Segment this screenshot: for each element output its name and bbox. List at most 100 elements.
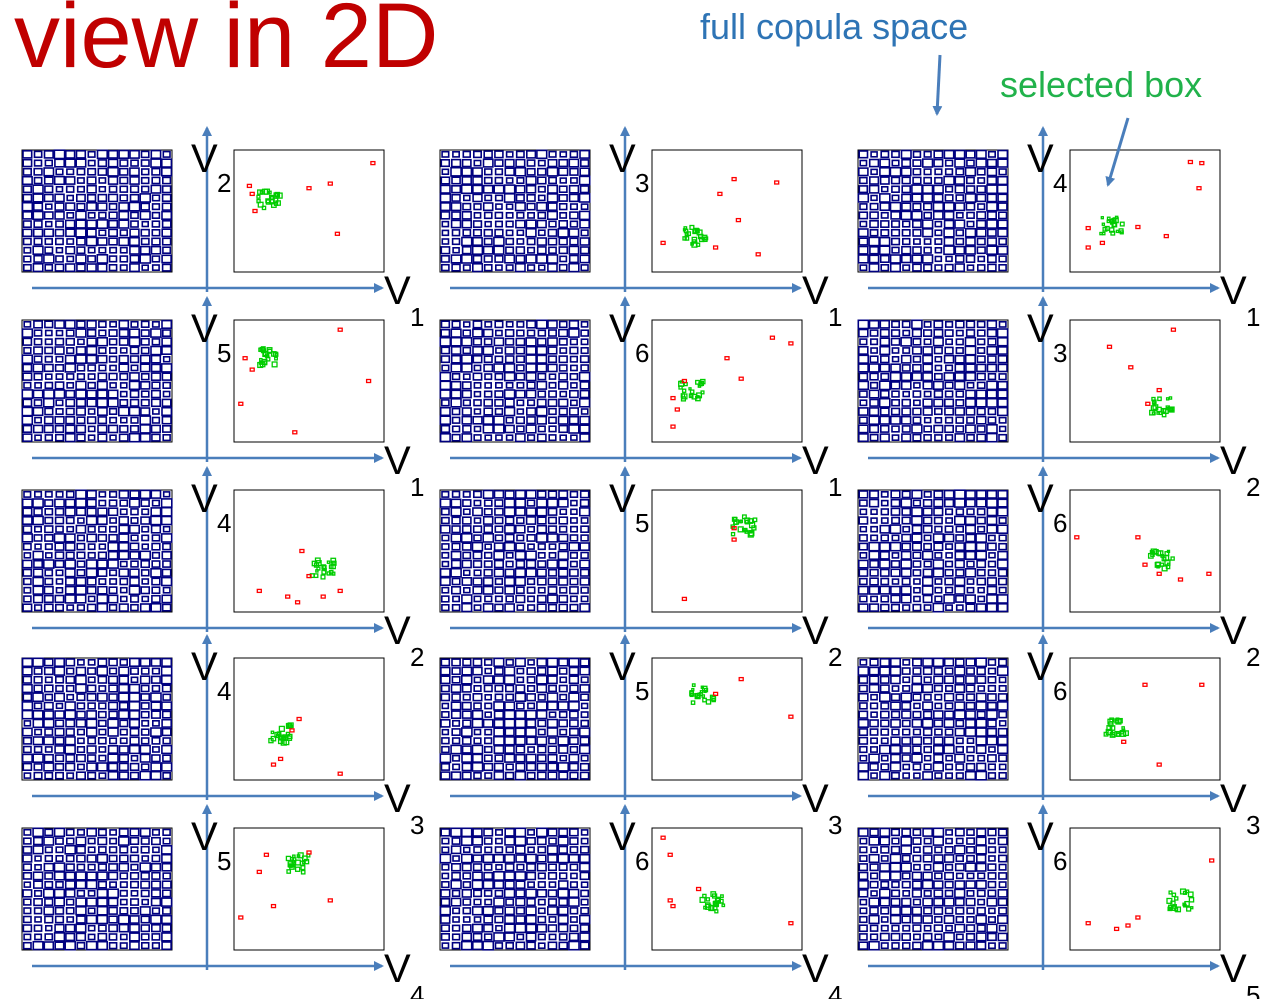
outlier-box <box>731 176 737 182</box>
x-axis-label: V <box>384 777 411 821</box>
x-axis-subscript: 3 <box>1246 810 1260 840</box>
cluster-box <box>1188 897 1195 903</box>
cluster-box <box>684 236 690 241</box>
y-axis-subscript: 6 <box>1053 676 1067 706</box>
cluster-box <box>256 194 261 199</box>
cluster-box <box>1120 730 1127 737</box>
outlier-box <box>724 356 730 361</box>
x-axis-subscript: 2 <box>1246 642 1260 672</box>
x-axis-label: V <box>1220 609 1247 653</box>
outlier-box <box>294 600 301 605</box>
cluster-box <box>681 388 687 393</box>
cluster-box <box>700 390 705 395</box>
cluster-box <box>1099 231 1103 236</box>
cluster-box <box>689 691 695 697</box>
cluster-box <box>1184 900 1190 907</box>
cluster-box <box>688 387 692 391</box>
cluster-box <box>1186 906 1192 912</box>
outlier-box <box>1099 240 1106 246</box>
full-space-plot <box>439 657 591 781</box>
outlier-box <box>670 395 676 401</box>
cluster-box <box>326 560 331 564</box>
outlier-box <box>299 548 305 554</box>
y-axis-label: V <box>609 815 636 859</box>
x-axis-label: V <box>384 439 411 483</box>
outlier-box <box>681 596 688 602</box>
outlier-box <box>238 401 244 406</box>
cluster-box <box>1108 227 1115 233</box>
selected-box-plot <box>1069 827 1221 951</box>
cluster-box <box>328 564 334 570</box>
cluster-box <box>282 735 287 740</box>
full-space-plot <box>439 489 591 613</box>
outlier-box <box>1156 762 1162 767</box>
cluster-box <box>267 190 272 195</box>
cluster-box <box>1147 552 1154 559</box>
outlier-box <box>1199 160 1205 166</box>
cluster-box <box>1157 396 1162 402</box>
cluster-box <box>296 854 301 858</box>
x-axis-subscript: 4 <box>828 980 842 999</box>
cluster-box <box>744 529 749 534</box>
outlier-box <box>337 327 343 332</box>
selected-box-pointer-arrow <box>1105 117 1130 187</box>
cluster-box <box>692 229 698 235</box>
cluster-box <box>688 393 694 399</box>
x-axis-subscript: 5 <box>1246 980 1260 999</box>
selected-box-plot <box>651 489 803 613</box>
cluster-box <box>697 384 702 388</box>
cluster-box <box>713 900 718 905</box>
x-axis-subscript: 2 <box>410 642 424 672</box>
x-axis-label: V <box>384 269 411 313</box>
cluster-box <box>681 393 688 400</box>
cluster-box <box>1100 216 1104 220</box>
cluster-box <box>1165 397 1170 401</box>
outlier-box <box>256 588 262 594</box>
cluster-box <box>1103 731 1109 737</box>
cluster-box <box>686 231 692 237</box>
cluster-box <box>1110 230 1116 236</box>
cluster-box <box>699 896 706 903</box>
cluster-box <box>311 560 318 567</box>
outlier-box <box>788 341 794 346</box>
y-axis-label: V <box>191 137 218 181</box>
outlier-box <box>1187 159 1194 165</box>
cluster-box <box>700 685 705 689</box>
y-axis-label: V <box>191 815 218 859</box>
cluster-box <box>1166 406 1170 411</box>
full-space-annotation: full copula space <box>700 6 969 47</box>
selected-box-plot <box>233 657 385 781</box>
cluster-box <box>257 189 263 195</box>
selected-box-annotation: selected box <box>1000 64 1203 105</box>
outlier-box <box>252 208 258 214</box>
full-space-plot <box>857 827 1009 951</box>
y-axis-subscript: 5 <box>217 846 231 876</box>
cluster-box <box>1155 561 1162 568</box>
x-axis-label: V <box>1220 439 1247 483</box>
outlier-box <box>670 903 676 909</box>
x-axis-label: V <box>1220 777 1247 821</box>
cluster-box <box>695 692 701 699</box>
full-space-plot <box>857 657 1009 781</box>
selected-box-plot <box>1069 319 1221 443</box>
cluster-box <box>320 574 326 580</box>
outlier-box <box>774 180 780 185</box>
cluster-box <box>739 519 744 523</box>
x-axis-subscript: 1 <box>1246 302 1260 332</box>
cluster-box <box>703 687 709 693</box>
cluster-box <box>1151 401 1156 405</box>
cluster-box <box>268 194 274 200</box>
cluster-box <box>691 687 695 692</box>
cluster-box <box>690 700 696 705</box>
outlier-box <box>1199 682 1205 687</box>
cluster-box <box>1106 216 1111 221</box>
cluster-box <box>1160 554 1165 558</box>
y-axis-label: V <box>191 307 218 351</box>
cluster-box <box>302 860 306 865</box>
cluster-box <box>705 699 712 705</box>
